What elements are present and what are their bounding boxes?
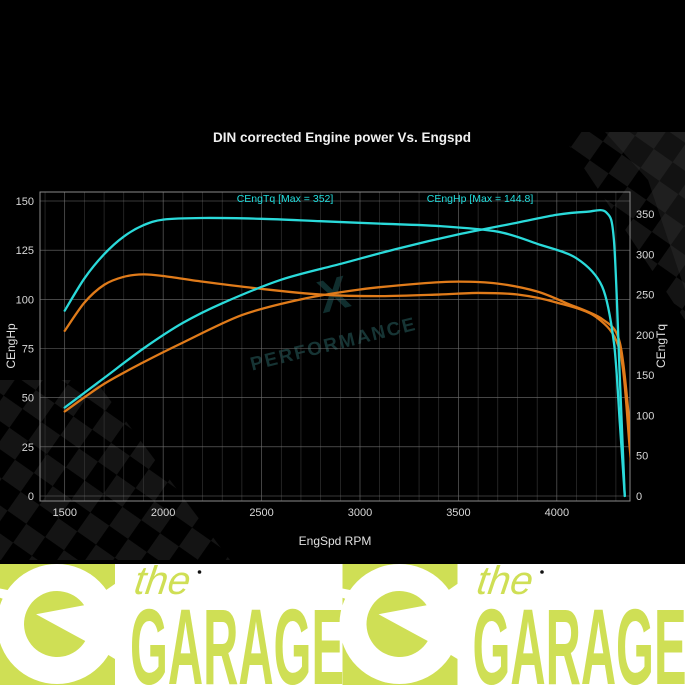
svg-text:100: 100	[636, 410, 654, 422]
svg-text:EngSpd RPM: EngSpd RPM	[299, 534, 372, 548]
svg-text:CEngHp: CEngHp	[4, 323, 18, 369]
svg-text:DIN corrected Engine power Vs.: DIN corrected Engine power Vs. Engspd	[213, 130, 471, 145]
svg-text:CEngTq [Max = 352]: CEngTq [Max = 352]	[237, 193, 334, 205]
svg-text:3500: 3500	[446, 507, 470, 519]
svg-text:25: 25	[22, 442, 34, 454]
svg-text:2000: 2000	[151, 507, 175, 519]
svg-text:250: 250	[636, 290, 654, 302]
svg-text:300: 300	[636, 249, 654, 261]
svg-text:4000: 4000	[545, 507, 569, 519]
svg-text:150: 150	[16, 196, 34, 208]
svg-text:0: 0	[28, 491, 34, 503]
svg-text:GARAGE: GARAGE	[473, 586, 685, 685]
svg-text:150: 150	[636, 370, 654, 382]
svg-text:50: 50	[22, 393, 34, 405]
svg-text:1500: 1500	[52, 507, 76, 519]
svg-text:50: 50	[636, 451, 648, 463]
svg-text:200: 200	[636, 330, 654, 342]
svg-text:GARAGE: GARAGE	[130, 586, 344, 685]
svg-text:0: 0	[636, 491, 642, 503]
svg-text:CEngHp [Max = 144.8]: CEngHp [Max = 144.8]	[427, 193, 534, 205]
svg-text:2500: 2500	[249, 507, 273, 519]
svg-text:CEngTq: CEngTq	[654, 324, 668, 368]
svg-text:75: 75	[22, 344, 34, 356]
svg-text:3000: 3000	[348, 507, 372, 519]
svg-text:100: 100	[16, 294, 34, 306]
svg-text:125: 125	[16, 245, 34, 257]
svg-text:350: 350	[636, 209, 654, 221]
